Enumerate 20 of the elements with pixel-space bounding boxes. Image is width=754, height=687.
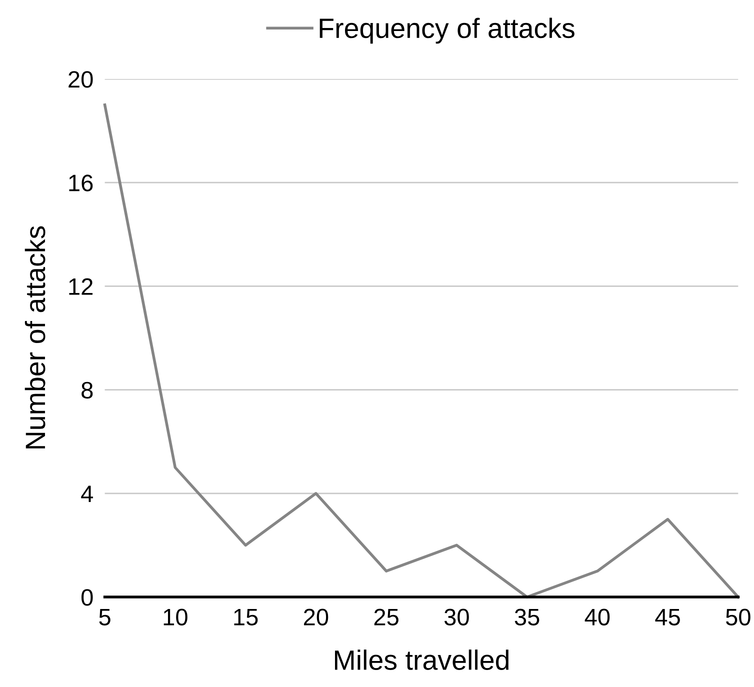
x-tick-label: 30 xyxy=(444,608,469,626)
x-tick-label: 5 xyxy=(99,608,110,626)
x-tick-label: 25 xyxy=(374,608,398,626)
x-tick-label: 50 xyxy=(726,608,750,626)
x-axis-title: Miles travelled xyxy=(335,650,508,670)
y-axis-title: Number of attacks xyxy=(24,226,46,448)
y-tick-label: 4 xyxy=(81,486,94,502)
y-tick-label: 0 xyxy=(81,589,93,606)
legend-label: Frequency of attacks xyxy=(320,18,574,44)
x-tick-label: 15 xyxy=(234,608,258,626)
x-tick-label: 10 xyxy=(164,608,188,626)
x-tick-label: 20 xyxy=(304,608,328,626)
line-series xyxy=(103,104,740,598)
y-tick-label: 16 xyxy=(69,174,93,192)
x-tick-label: 45 xyxy=(655,608,680,626)
y-tick-label: 20 xyxy=(68,71,93,88)
y-tick-label: 12 xyxy=(69,278,93,295)
y-tick-label: 8 xyxy=(82,382,93,399)
x-tick-label: 35 xyxy=(514,608,540,626)
x-tick-label: 40 xyxy=(584,608,610,626)
